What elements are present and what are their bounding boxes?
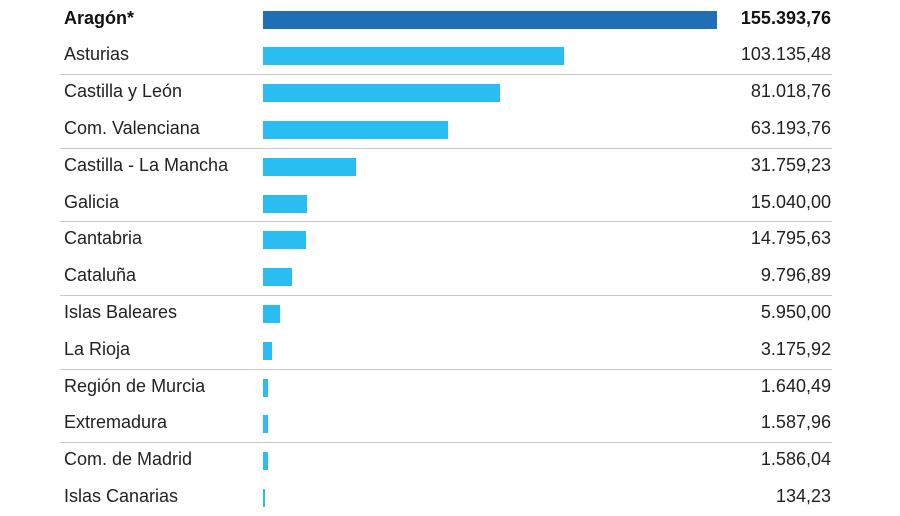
bar xyxy=(263,10,717,29)
bar xyxy=(263,488,265,507)
bar xyxy=(263,268,292,287)
bar-row: Com. de Madrid 1.586,04 xyxy=(0,442,900,479)
bar xyxy=(263,452,268,471)
bar xyxy=(263,378,268,397)
category-label: Islas Baleares xyxy=(64,301,178,322)
value-label: 81.018,76 xyxy=(750,81,831,102)
value-label: 63.193,76 xyxy=(750,117,831,138)
value-label: 1.640,49 xyxy=(760,375,831,396)
value-label: 134,23 xyxy=(775,485,831,506)
category-label: Castilla y León xyxy=(64,81,183,102)
bar-row: Asturias 103.135,48 xyxy=(0,37,900,74)
bar-row: Extremadura 1.587,96 xyxy=(0,405,900,442)
bar xyxy=(263,341,273,360)
bar-row: Castilla y León 81.018,76 xyxy=(0,74,900,111)
category-label: Asturias xyxy=(64,44,130,65)
value-label: 31.759,23 xyxy=(750,154,831,175)
bar xyxy=(263,415,268,434)
bar xyxy=(263,47,565,66)
category-label: Galicia xyxy=(64,191,120,212)
bar xyxy=(263,304,281,323)
bar-row: La Rioja 3.175,92 xyxy=(0,332,900,369)
bar-row: Com. Valenciana 63.193,76 xyxy=(0,111,900,148)
value-label: 1.587,96 xyxy=(760,412,831,433)
category-label: Com. Valenciana xyxy=(64,117,200,138)
value-label: 9.796,89 xyxy=(760,265,831,286)
value-label: 5.950,00 xyxy=(760,301,831,322)
category-label: Castilla - La Mancha xyxy=(64,154,229,175)
bar-row: Castilla - La Mancha 31.759,23 xyxy=(0,148,900,185)
bar xyxy=(263,194,307,213)
row-divider xyxy=(60,221,832,222)
bar xyxy=(263,120,448,139)
value-label: 1.586,04 xyxy=(760,449,831,470)
category-label: Com. de Madrid xyxy=(64,449,193,470)
category-label: Islas Canarias xyxy=(64,485,179,506)
bar-row: Islas Canarias 134,23 xyxy=(0,479,900,516)
value-label: 155.393,76 xyxy=(740,7,831,28)
row-divider xyxy=(60,74,832,75)
category-label: Extremadura xyxy=(64,412,168,433)
category-label: Región de Murcia xyxy=(64,375,206,396)
category-label: Cataluña xyxy=(64,265,137,286)
value-label: 3.175,92 xyxy=(760,338,831,359)
bar-row: Región de Murcia 1.640,49 xyxy=(0,369,900,406)
category-label: La Rioja xyxy=(64,338,131,359)
bar-row: Galicia 15.040,00 xyxy=(0,185,900,222)
value-label: 14.795,63 xyxy=(750,228,831,249)
value-label: 15.040,00 xyxy=(750,191,831,212)
bar-row: Cantabria 14.795,63 xyxy=(0,221,900,258)
bar-row: Aragón* 155.393,76 xyxy=(0,1,900,38)
category-label: Cantabria xyxy=(64,228,143,249)
row-divider xyxy=(60,369,832,370)
row-divider xyxy=(60,295,832,296)
bar xyxy=(263,231,307,250)
bar xyxy=(263,157,356,176)
category-label: Aragón* xyxy=(64,7,135,28)
bar-row: Cataluña 9.796,89 xyxy=(0,258,900,295)
row-divider xyxy=(60,442,832,443)
value-label: 103.135,48 xyxy=(740,44,831,65)
bar-row: Islas Baleares 5.950,00 xyxy=(0,295,900,332)
row-divider xyxy=(60,148,832,149)
bar xyxy=(263,84,500,103)
